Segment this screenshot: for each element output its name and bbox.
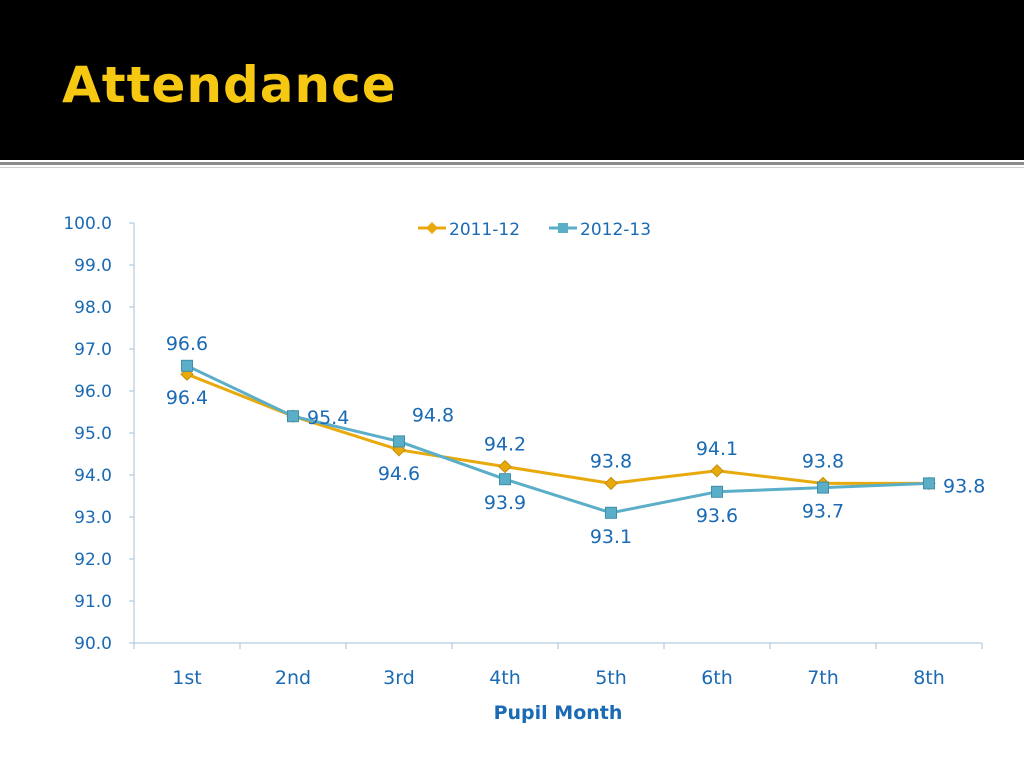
x-axis-title: Pupil Month [494, 702, 623, 724]
divider-line [0, 162, 1024, 165]
data-label: 93.8 [802, 450, 844, 472]
legend-label: 2011-12 [449, 220, 520, 240]
y-tick-label: 91.0 [74, 592, 112, 612]
data-label: 94.2 [484, 434, 526, 456]
data-label: 93.6 [696, 505, 738, 527]
data-point-2012-13 [923, 477, 935, 490]
data-label: 94.6 [378, 463, 420, 485]
data-point-2012-13 [181, 359, 193, 372]
x-tick-label: 1st [172, 667, 201, 689]
y-tick-label: 92.0 [74, 550, 112, 570]
series-line-2012-13 [186, 364, 930, 515]
y-tick-label: 96.0 [74, 382, 112, 402]
data-label: 93.9 [484, 492, 526, 514]
title-bar: Attendance [0, 0, 1024, 160]
divider-line-thin [0, 167, 1024, 168]
data-label: 93.8 [590, 450, 632, 472]
data-point-2011-12 [604, 476, 618, 491]
data-point-2012-13 [711, 485, 723, 498]
x-tick-label: 8th [913, 667, 945, 689]
x-tick-label: 4th [489, 667, 521, 689]
legend-marker [558, 223, 568, 233]
y-tick-label: 100.0 [63, 214, 112, 234]
data-point-2012-13 [393, 435, 405, 448]
data-point-2012-13 [499, 473, 511, 486]
y-tick-label: 98.0 [74, 298, 112, 318]
x-tick-label: 2nd [275, 667, 311, 689]
data-label: 96.6 [166, 333, 208, 355]
data-label: 95.4 [307, 407, 349, 429]
y-tick-label: 90.0 [74, 634, 112, 654]
y-tick-label: 95.0 [74, 424, 112, 444]
y-tick-label: 99.0 [74, 256, 112, 276]
data-label: 93.8 [943, 475, 985, 497]
data-point-2012-13 [287, 410, 299, 423]
y-tick-label: 94.0 [74, 466, 112, 486]
data-label: 93.1 [590, 526, 632, 548]
slide-title: Attendance [62, 56, 397, 114]
y-tick-label: 97.0 [74, 340, 112, 360]
data-point-2012-13 [817, 481, 829, 494]
data-point-2011-12 [710, 464, 724, 478]
data-point-2011-12 [498, 459, 512, 474]
legend-label: 2012-13 [580, 220, 651, 240]
x-tick-label: 7th [807, 667, 839, 689]
y-tick-label: 93.0 [74, 508, 112, 528]
data-label: 93.7 [802, 501, 844, 523]
legend-marker [426, 222, 438, 234]
data-label: 94.1 [696, 438, 738, 460]
x-tick-label: 3rd [383, 667, 415, 689]
data-label: 94.8 [412, 404, 454, 426]
data-point-2012-13 [605, 506, 617, 519]
data-label: 96.4 [166, 387, 208, 409]
x-tick-label: 5th [595, 667, 627, 689]
x-tick-label: 6th [701, 667, 733, 689]
